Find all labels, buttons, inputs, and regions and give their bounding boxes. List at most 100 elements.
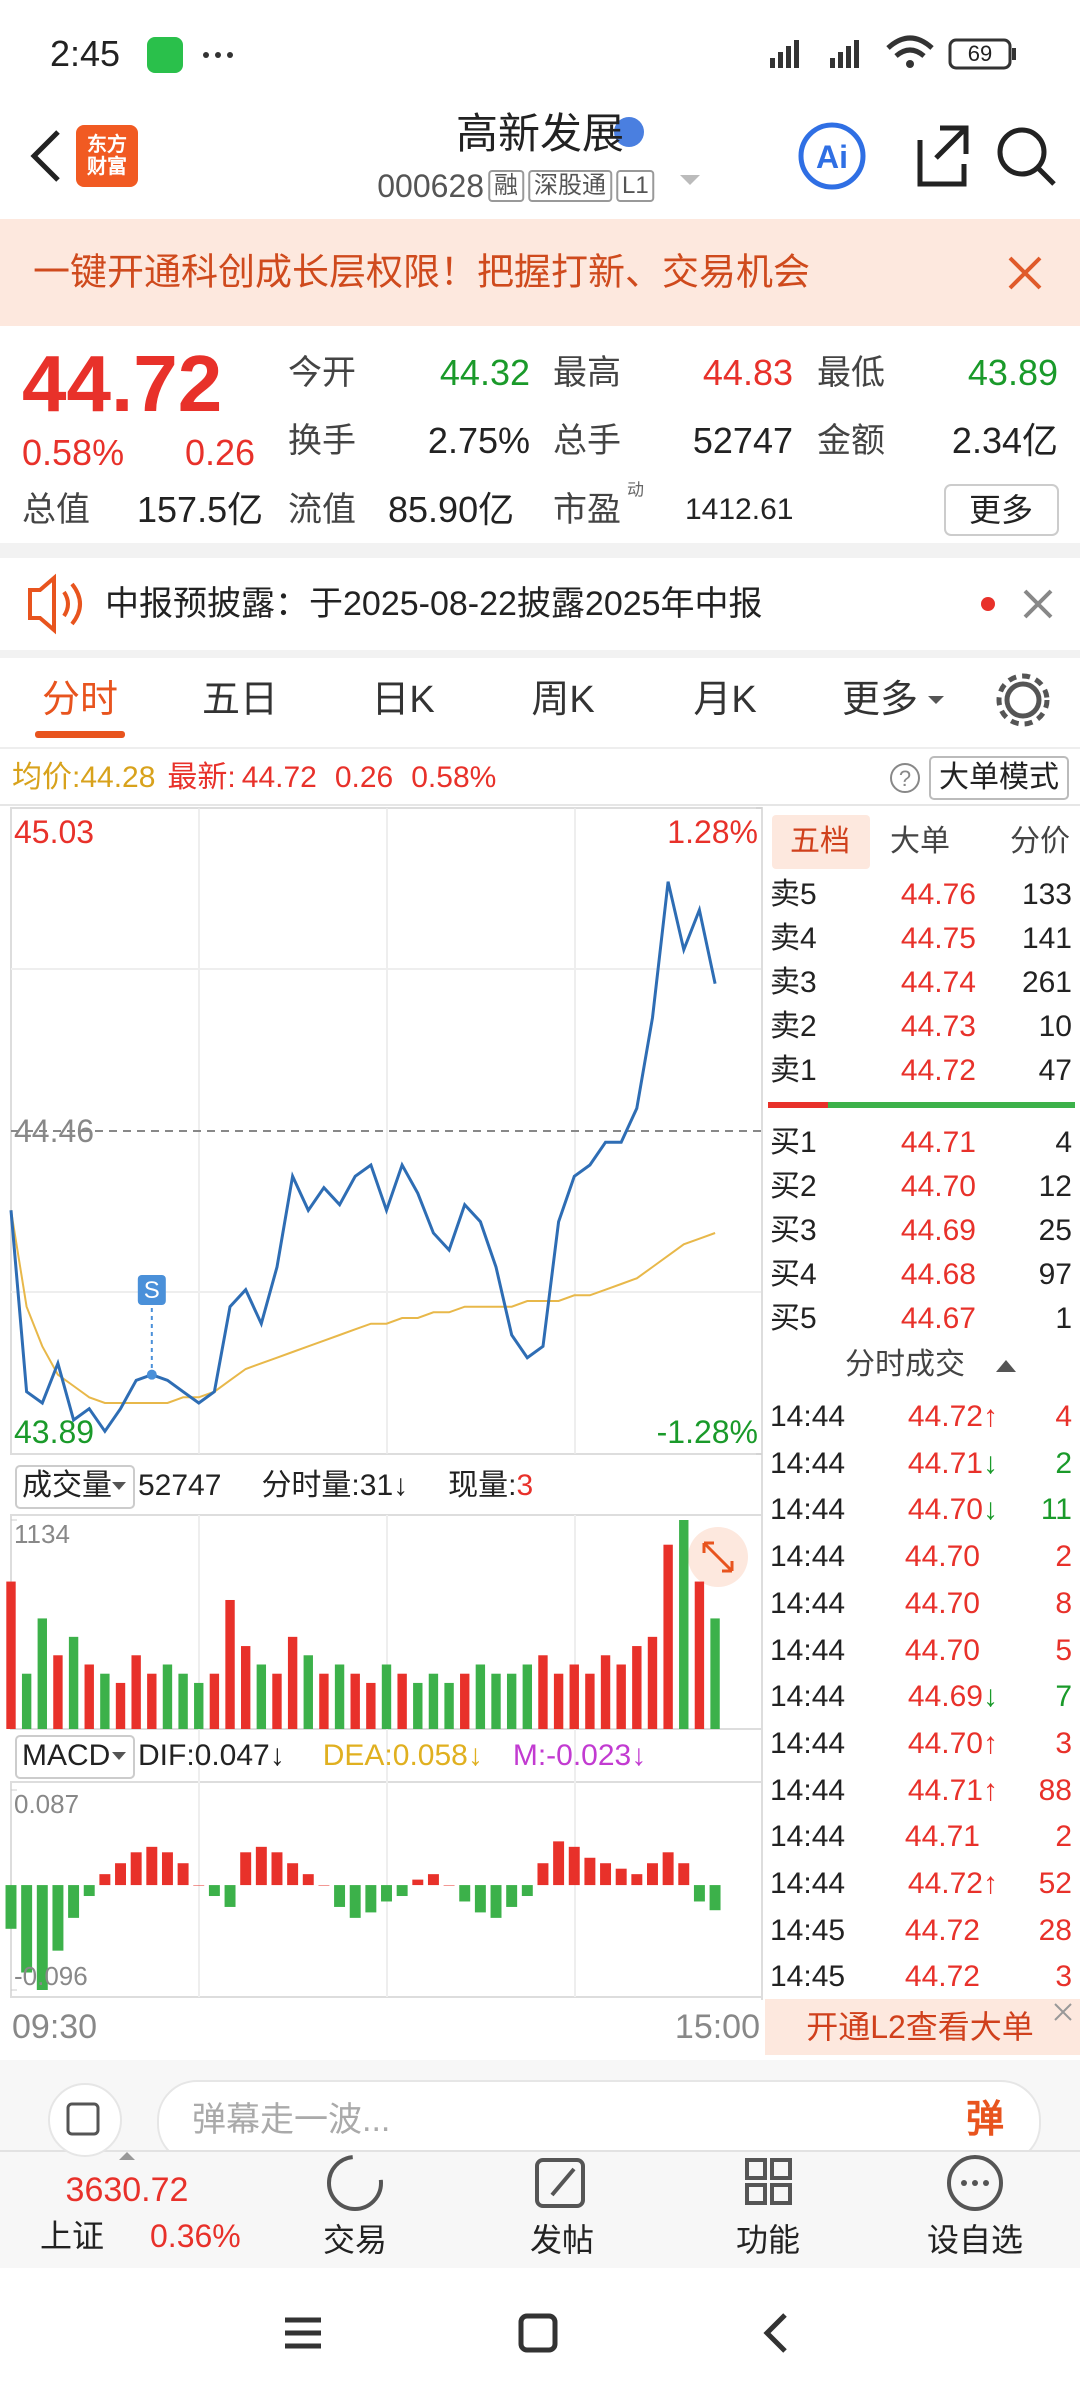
macd-bar (600, 1863, 612, 1886)
signal-badge (137, 1275, 166, 1305)
trade-price-cell: 44.72 ↑ (908, 1869, 998, 1899)
y-tick-label: 45.03 (14, 814, 95, 850)
mode-button-text[interactable]: 大单模式 (939, 761, 1059, 794)
volume-bar (131, 1655, 141, 1729)
index-value[interactable]: 3630.72 (65, 2171, 189, 2209)
notice-text: 中报预披露：于2025-08-22披露2025年中报 (105, 585, 763, 623)
volume-bar (491, 1673, 501, 1729)
back-key[interactable] (763, 2313, 787, 2353)
search-icon[interactable] (997, 127, 1047, 177)
ask-price: 44.73 (900, 1010, 976, 1043)
chart-tab[interactable]: 更多 (841, 679, 919, 721)
macd-bar (396, 1885, 408, 1897)
volume-bar (694, 1581, 705, 1729)
info-bar: 均价: 44.28 最新: 44.72 0.26 0.58% (12, 763, 496, 793)
l2-link[interactable]: 开通L2查看大单 (806, 2009, 1034, 2045)
field-value: 1412.61 (685, 493, 794, 526)
notice-close[interactable] (1023, 589, 1053, 619)
trade-price: 44.70 (907, 1726, 983, 1760)
chart-tab[interactable]: 日K (371, 679, 435, 721)
help-icon[interactable]: ? (898, 766, 912, 791)
nav-item[interactable]: 功能 (735, 2222, 801, 2258)
nav-item[interactable]: 设自选 (926, 2222, 1024, 2258)
minute-volume: 31↓ (359, 1469, 409, 1502)
chart-tab[interactable]: 周K (531, 679, 595, 721)
nav-item[interactable]: 发帖 (529, 2222, 595, 2258)
nav-item[interactable]: 交易 (322, 2222, 388, 2258)
settings-icon[interactable] (1004, 681, 1042, 719)
volume-bar (256, 1664, 267, 1729)
bid-price: 44.71 (900, 1126, 976, 1159)
ask-bid-bar (768, 1102, 828, 1108)
banner-close[interactable] (1008, 256, 1042, 290)
trade-volume: 2 (1055, 1446, 1072, 1480)
trade-price: 44.71 (907, 1773, 983, 1807)
macd-bar (521, 1885, 533, 1897)
back-icon[interactable] (30, 130, 60, 182)
comment-icon[interactable] (48, 2083, 122, 2157)
chart-tab[interactable]: 月K (693, 679, 757, 721)
trade-arrow: ↓ (983, 1446, 998, 1480)
trade-arrow: ↓ (983, 1493, 998, 1527)
y-tick-label: 1134 (14, 1519, 70, 1549)
macd-bar (349, 1885, 361, 1918)
macd-bar (553, 1841, 565, 1886)
menu-key[interactable] (285, 2317, 321, 2349)
ask-volume: 133 (1021, 878, 1072, 911)
macd-bar (255, 1846, 267, 1886)
comment-button[interactable]: 弹 (965, 2099, 1005, 2141)
trade-time: 14:44 (770, 1540, 846, 1574)
chart-tab[interactable]: 分时 (41, 679, 119, 721)
ask-price: 44.72 (900, 1054, 976, 1087)
trade-price-cell: 44.70 (905, 1542, 980, 1572)
volume-bar (53, 1655, 63, 1729)
home-key[interactable] (518, 2313, 558, 2353)
macd-bar (99, 1874, 111, 1886)
badge (614, 117, 644, 147)
minute-volume-label: 分时量: (261, 1469, 360, 1502)
trade-price: 44.71 (907, 1446, 983, 1480)
logo-text: 东方财富 (87, 134, 127, 178)
volume-bar (68, 1636, 79, 1729)
field-value: 2.34亿 (951, 420, 1058, 461)
share-icon[interactable] (917, 125, 969, 187)
macd-bar (193, 1885, 205, 1886)
logo (76, 125, 138, 187)
macd-bar (568, 1846, 580, 1886)
trade-price-cell: 44.70 (905, 1588, 980, 1619)
volume-bar (334, 1664, 345, 1729)
mode-button[interactable] (929, 756, 1069, 800)
orderbook-tab[interactable]: 五档 (790, 825, 850, 858)
comment-placeholder[interactable]: 弹幕走一波... (192, 2101, 391, 2139)
wechat-icon (147, 37, 183, 73)
ask-label: 卖2 (770, 1010, 817, 1043)
macd-bar (302, 1874, 314, 1886)
more-button[interactable] (944, 484, 1059, 536)
volume-bar (115, 1682, 126, 1729)
trade-price: 44.70 (904, 1540, 980, 1574)
dropdown-icon (928, 696, 944, 704)
ask-volume: 261 (1021, 966, 1072, 999)
field-label: 最高 (553, 354, 621, 392)
orderbook-tab[interactable]: 分价 (1010, 825, 1070, 858)
average-line (10, 1210, 716, 1404)
volume-bar (475, 1664, 486, 1729)
volume-bar (538, 1655, 548, 1729)
orderbook-tab[interactable]: 大单 (890, 825, 950, 858)
field-label: 最低 (817, 354, 885, 392)
field-label-sup: 动 (627, 480, 644, 500)
x-axis-label: 09:30 (12, 2008, 98, 2046)
chart-tab[interactable]: 五日 (201, 679, 279, 721)
macd-bar (83, 1885, 95, 1897)
macd-bar (52, 1885, 64, 1951)
more-button-text[interactable]: 更多 (968, 492, 1034, 528)
nav-bg (0, 2150, 1080, 2270)
trade-price: 44.69 (907, 1680, 983, 1714)
ai-icon[interactable] (798, 122, 866, 190)
field-label: 金额 (817, 422, 885, 460)
ask-label: 卖5 (770, 878, 817, 911)
trade-volume: 2 (1055, 1540, 1072, 1574)
divider (0, 650, 1080, 658)
macd-bar (537, 1863, 549, 1886)
